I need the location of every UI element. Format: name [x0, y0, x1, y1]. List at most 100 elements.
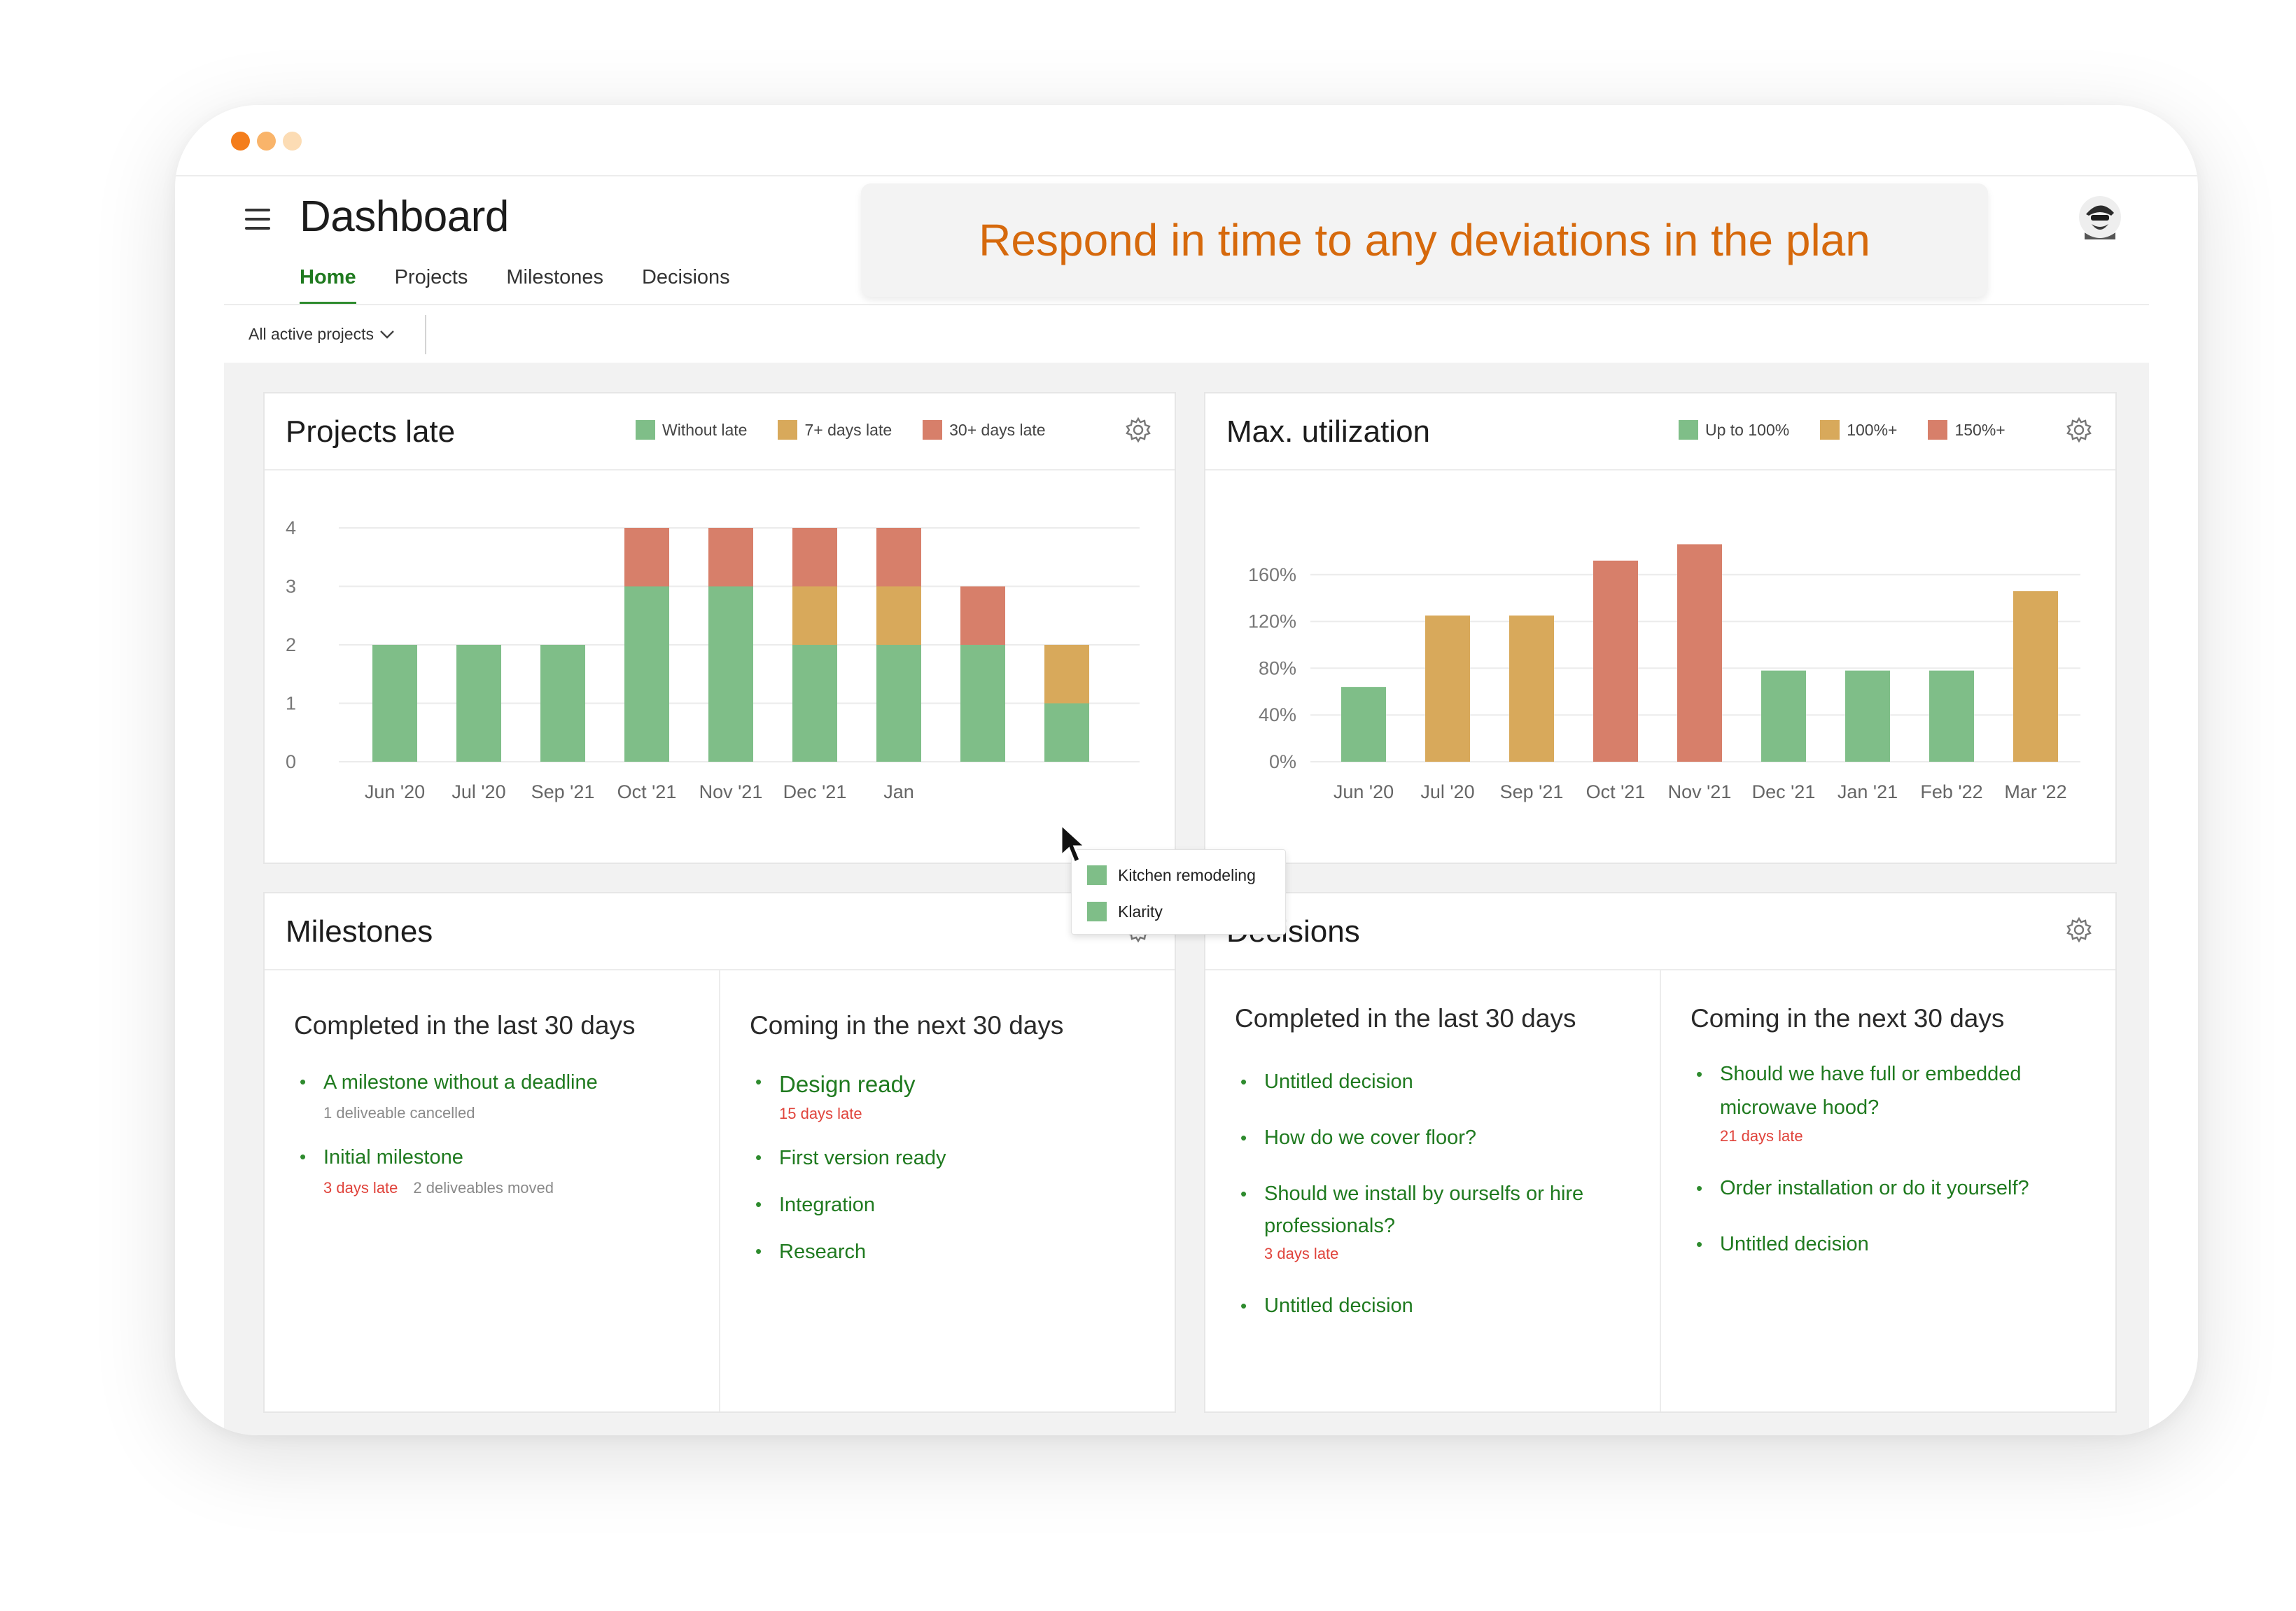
card-title: Max. utilization	[1226, 414, 1431, 449]
bar-segment[interactable]	[1044, 703, 1089, 762]
legend-item: 150%+	[1928, 420, 2005, 440]
bar[interactable]	[1425, 615, 1470, 762]
x-tick-label: Sep '21	[1500, 781, 1564, 802]
decision-link[interactable]: Should we have full or embedded microwav…	[1720, 1063, 2022, 1119]
bar-segment[interactable]	[1044, 645, 1089, 704]
x-tick-label: Oct '21	[617, 781, 677, 802]
tab-home[interactable]: Home	[300, 266, 356, 305]
bar-segment[interactable]	[876, 645, 921, 762]
list-item: A milestone without a deadline 1 delivea…	[300, 1071, 598, 1122]
item-meta: 1 deliveable cancelled	[323, 1104, 598, 1122]
tooltip-swatch	[1087, 902, 1107, 921]
bar[interactable]	[1761, 670, 1806, 762]
decisions-completed-list: Untitled decision How do we cover floor?…	[1240, 1066, 1604, 1322]
window-dot-minimize[interactable]	[257, 132, 276, 151]
y-tick-label: 1	[286, 693, 296, 714]
banner-text: Respond in time to any deviations in the…	[979, 215, 1870, 265]
decision-link[interactable]: Untitled decision	[1264, 1295, 1413, 1317]
decision-link[interactable]: Order installation or do it yourself?	[1720, 1177, 2029, 1199]
mouse-cursor-icon	[1060, 823, 1088, 865]
decision-link[interactable]: Untitled decision	[1264, 1070, 1413, 1093]
titlebar-divider	[175, 175, 2198, 176]
decision-link[interactable]: Untitled decision	[1720, 1233, 1869, 1255]
item-meta: 15 days late	[779, 1105, 946, 1123]
decisions-coming-panel: Coming in the next 30 days Should we hav…	[1660, 969, 2115, 1411]
project-filter-dropdown[interactable]: All active projects	[248, 325, 395, 344]
chart-legend: Up to 100% 100%+ 150%+	[1679, 420, 2036, 440]
bar-segment[interactable]	[372, 645, 417, 762]
x-tick-label: Dec '21	[1752, 781, 1816, 802]
milestones-coming-list: Design ready 15 days late First version …	[755, 1071, 946, 1264]
decisions-completed-panel: Completed in the last 30 days Untitled d…	[1205, 969, 1660, 1411]
filter-separator	[425, 315, 426, 354]
bar[interactable]	[2013, 591, 2058, 762]
bar-segment[interactable]	[876, 586, 921, 646]
y-tick-label: 0%	[1269, 751, 1296, 772]
avatar[interactable]	[2078, 195, 2122, 239]
milestone-link[interactable]: Initial milestone	[323, 1146, 463, 1169]
bar-segment[interactable]	[708, 528, 753, 587]
bar-segment[interactable]	[540, 645, 585, 762]
bar-segment[interactable]	[624, 528, 669, 587]
bar-segment[interactable]	[960, 586, 1005, 646]
bar[interactable]	[1929, 670, 1974, 762]
milestone-link[interactable]: Design ready	[779, 1071, 916, 1097]
milestone-link[interactable]: Research	[779, 1241, 867, 1263]
bar-segment[interactable]	[792, 645, 837, 762]
late-badge: 21 days late	[1720, 1127, 1803, 1145]
tooltip-row: Klarity	[1087, 902, 1163, 921]
bar-segment[interactable]	[456, 645, 501, 762]
bar-segment[interactable]	[876, 528, 921, 587]
x-tick-label: Sep '21	[531, 781, 595, 802]
tab-milestones[interactable]: Milestones	[506, 266, 603, 288]
milestone-link[interactable]: First version ready	[779, 1147, 946, 1169]
decision-link[interactable]: How do we cover floor?	[1264, 1127, 1477, 1149]
x-tick-label: Jan '21	[1837, 781, 1898, 802]
x-tick-label: Jul '20	[451, 781, 505, 802]
panel-title: Completed in the last 30 days	[1235, 1004, 1576, 1033]
x-tick-label: Nov '21	[1668, 781, 1732, 802]
window-dot-close[interactable]	[231, 132, 250, 151]
milestone-link[interactable]: A milestone without a deadline	[323, 1071, 598, 1094]
legend-item: Without late	[636, 420, 747, 440]
list-item: Should we install by ourselfs or hire pr…	[1240, 1178, 1604, 1266]
y-tick-label: 4	[286, 517, 296, 538]
bar-segment[interactable]	[960, 645, 1005, 762]
header-divider	[224, 304, 2149, 305]
legend-swatch	[1679, 420, 1698, 440]
y-tick-label: 160%	[1248, 564, 1296, 585]
bar-segment[interactable]	[708, 586, 753, 762]
utilization-card: Max. utilization Up to 100% 100%+ 150%+	[1204, 392, 2117, 864]
page-title: Dashboard	[300, 193, 509, 241]
settings-gear-icon[interactable]	[2065, 416, 2093, 444]
legend-label: Up to 100%	[1705, 420, 1790, 439]
chart-tooltip: Kitchen remodeling Klarity	[1071, 849, 1286, 935]
bar[interactable]	[1677, 544, 1722, 762]
window-dot-maximize[interactable]	[283, 132, 302, 151]
legend-item: 100%+	[1820, 420, 1897, 440]
bar-segment[interactable]	[792, 528, 837, 587]
tab-decisions[interactable]: Decisions	[641, 266, 730, 288]
menu-icon[interactable]	[245, 209, 270, 236]
bar[interactable]	[1509, 615, 1554, 762]
bar[interactable]	[1593, 560, 1638, 762]
settings-gear-icon[interactable]	[2065, 916, 2093, 944]
bar[interactable]	[1341, 687, 1386, 762]
bar-segment[interactable]	[624, 586, 669, 762]
list-item: First version ready	[755, 1147, 946, 1170]
bar[interactable]	[1845, 670, 1890, 762]
milestones-completed-list: A milestone without a deadline 1 delivea…	[300, 1071, 598, 1197]
app-window: Dashboard Home Projects Milestones Decis…	[175, 105, 2198, 1435]
milestone-link[interactable]: Integration	[779, 1194, 876, 1216]
tab-projects[interactable]: Projects	[394, 266, 468, 288]
settings-gear-icon[interactable]	[1124, 416, 1152, 444]
legend-label: 100%+	[1847, 420, 1898, 439]
late-badge: 15 days late	[779, 1105, 862, 1122]
decision-link[interactable]: Should we install by ourselfs or hire pr…	[1264, 1183, 1584, 1237]
list-item: Research	[755, 1241, 946, 1264]
legend-swatch	[636, 420, 655, 440]
utilization-chart: 0% 40% 80% 120% 160% Jun '20 Jul '20 Sep '21 Oct…	[1248, 544, 2080, 802]
list-item: Order installation or do it yourself?	[1696, 1172, 2060, 1204]
list-item: How do we cover floor?	[1240, 1122, 1604, 1154]
bar-segment[interactable]	[792, 586, 837, 646]
